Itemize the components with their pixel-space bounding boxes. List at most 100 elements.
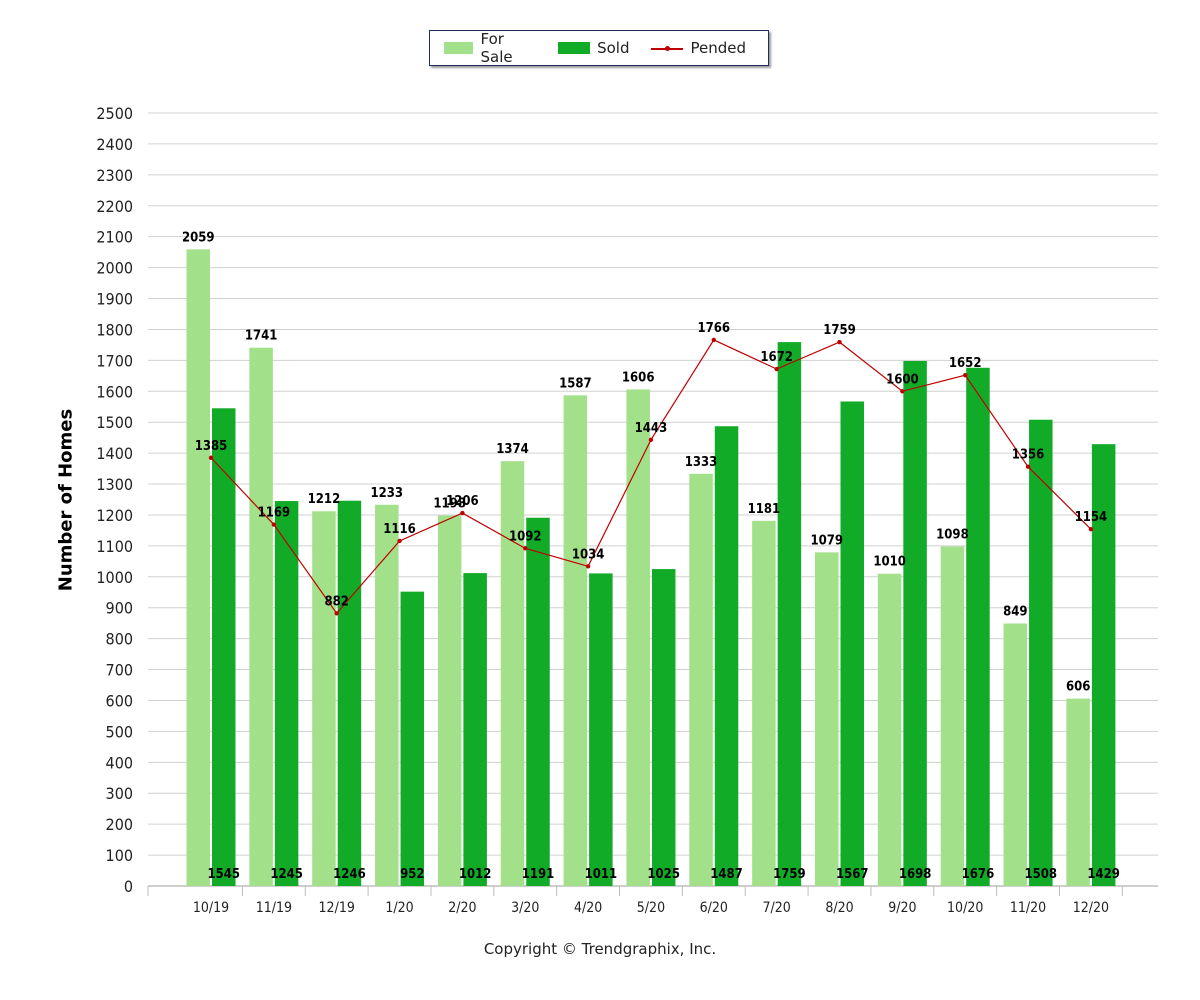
bar-sold [777,342,802,886]
bar-sold [1029,419,1053,886]
pended-point [837,339,842,345]
y-tick-label: 2500 [96,104,133,123]
bar-sold [526,517,550,886]
pended-point [334,611,339,616]
x-tick-label: 12/20 [1073,900,1109,916]
data-label-for-sale: 1212 [308,492,341,507]
data-label-for-sale: 606 [1066,680,1090,695]
legend-label-for-sale: For Sale [480,30,513,66]
data-label-for-sale: 1606 [622,370,655,385]
sold-swatch [558,42,591,54]
data-label-sold: 1698 [899,867,932,882]
bar-for-sale [815,552,839,886]
data-label-sold: 952 [400,867,424,882]
pended-point [585,564,591,569]
data-label-sold: 1429 [1087,867,1120,882]
y-tick-label: 500 [106,722,133,741]
data-label-pended: 1759 [823,323,856,338]
data-label-pended: 1443 [635,421,668,436]
y-tick-label: 300 [106,784,133,803]
bar-sold [589,573,613,886]
y-tick-label: 1500 [96,413,133,432]
pended-point [208,455,214,460]
data-label-pended: 1206 [446,494,479,509]
data-label-for-sale: 849 [1003,604,1027,619]
data-label-sold: 1025 [647,867,680,882]
y-tick-label: 400 [106,753,133,772]
data-label-pended: 1169 [258,506,291,521]
y-tick-label: 2100 [96,228,133,247]
y-tick-label: 1800 [96,320,133,339]
data-label-for-sale: 1741 [245,329,278,344]
x-tick-label: 12/19 [319,900,355,916]
x-tick-label: 11/19 [256,900,292,916]
data-label-for-sale: 1198 [433,497,466,512]
bar-sold [840,401,864,886]
bar-for-sale [626,389,650,886]
x-tick-label: 2/20 [448,900,476,916]
for-sale-swatch [444,42,474,54]
x-tick-label: 5/20 [637,900,665,916]
y-tick-label: 1900 [96,290,133,309]
data-label-sold: 1545 [207,867,240,882]
legend-label-pended: Pended [690,39,746,57]
y-tick-label: 1300 [96,475,133,494]
pended-point [963,373,968,378]
bar-for-sale [186,249,210,887]
y-tick-label: 2000 [96,259,133,278]
data-label-for-sale: 2059 [182,230,215,245]
pended-swatch [651,42,684,54]
data-label-sold: 1759 [773,867,806,882]
bar-sold [714,426,739,886]
x-tick-label: 10/19 [193,900,229,916]
bar-for-sale [877,573,902,886]
data-label-pended: 1116 [383,522,416,537]
pended-point [900,389,905,394]
pended-point [711,337,716,343]
pended-point [460,510,465,516]
data-label-pended: 1092 [509,529,542,544]
bar-for-sale [437,515,462,886]
y-tick-label: 200 [106,815,133,834]
bar-for-sale [500,461,525,886]
pended-point [1025,464,1031,469]
pended-point [1088,526,1094,532]
pended-point [774,366,779,372]
bar-for-sale [312,511,336,886]
y-tick-label: 0 [124,877,133,896]
bar-for-sale [249,347,273,886]
x-tick-label: 7/20 [763,900,791,916]
y-tick-label: 1400 [96,444,133,463]
y-tick-label: 800 [106,630,133,649]
data-label-sold: 1487 [710,867,743,882]
y-tick-label: 900 [106,599,133,618]
data-label-for-sale: 1181 [748,502,781,517]
data-label-pended: 1385 [195,439,228,454]
data-label-pended: 1652 [949,356,982,371]
pended-point [271,522,277,527]
bar-sold [463,573,487,886]
data-label-for-sale: 1587 [559,376,592,391]
chart-legend: For Sale Sold Pended [429,30,769,66]
y-tick-label: 1700 [96,351,133,370]
data-label-sold: 1508 [1025,867,1058,882]
data-label-sold: 1567 [836,867,869,882]
x-tick-label: 4/20 [574,900,602,916]
y-tick-label: 1100 [96,537,133,556]
pended-point [523,546,528,551]
data-label-for-sale: 1233 [371,486,404,501]
y-tick-label: 2200 [96,197,133,216]
x-tick-label: 11/20 [1010,900,1046,916]
data-label-for-sale: 1333 [685,455,718,470]
pended-point [648,437,654,443]
data-label-sold: 1011 [585,867,618,882]
y-tick-label: 1000 [96,568,133,587]
bar-sold [400,591,425,886]
data-label-sold: 1246 [333,867,366,882]
bar-sold [651,569,676,886]
data-label-pended: 1600 [886,372,919,387]
bar-sold [337,500,362,886]
bar-for-sale [1003,623,1028,886]
data-label-pended: 1672 [760,350,793,365]
x-tick-label: 8/20 [825,900,853,916]
